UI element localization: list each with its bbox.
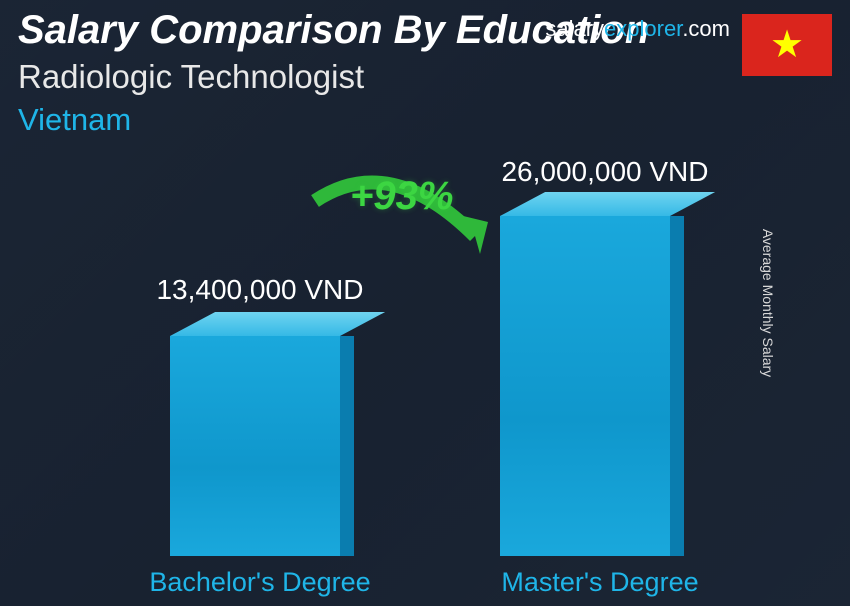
bar-chart: +93% 13,400,000 VND Bachelor's Degree 26…: [0, 136, 850, 606]
job-subtitle: Radiologic Technologist: [18, 58, 364, 96]
brand-mid: explorer: [604, 16, 682, 41]
bar-category-bachelors: Bachelor's Degree: [120, 567, 400, 598]
star-icon: ★: [770, 26, 804, 64]
brand-suffix: .com: [682, 16, 730, 41]
bar-value-masters: 26,000,000 VND: [465, 156, 745, 188]
bar-value-bachelors: 13,400,000 VND: [120, 274, 400, 306]
bar-bachelors: [170, 336, 340, 556]
brand-prefix: salary: [545, 16, 604, 41]
percent-increase: +93%: [350, 174, 453, 219]
brand-logo: salaryexplorer.com: [545, 16, 730, 42]
country-flag: ★: [742, 14, 832, 76]
bar-masters: [500, 216, 670, 556]
bar-category-masters: Master's Degree: [460, 567, 740, 598]
country-label: Vietnam: [18, 102, 131, 138]
